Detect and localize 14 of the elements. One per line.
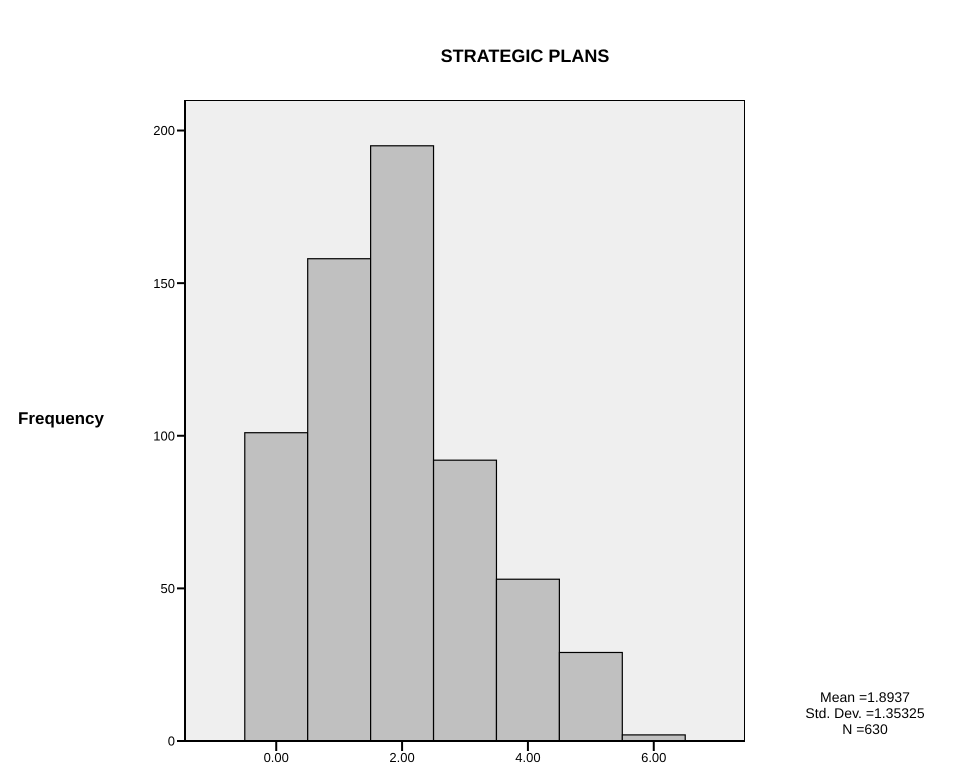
chart-title: STRATEGIC PLANS	[440, 46, 610, 67]
text: N =630	[841, 721, 889, 737]
x-tick-label: 4.00	[515, 750, 541, 766]
y-tick-label: 50	[160, 580, 175, 596]
text: Mean =1.8937	[819, 689, 911, 705]
y-tick-label: 100	[153, 428, 175, 444]
text: Std. Dev. =1.35325	[804, 705, 926, 721]
x-tick-label: 2.00	[389, 750, 415, 766]
y-tick-label: 0	[168, 734, 175, 749]
x-tick-label: 0.00	[264, 750, 289, 766]
y-axis-title: Frequency	[18, 408, 104, 428]
x-tick-label: 6.00	[641, 750, 666, 766]
y-tick-label: 200	[153, 123, 175, 138]
y-tick-label: 150	[153, 276, 175, 291]
